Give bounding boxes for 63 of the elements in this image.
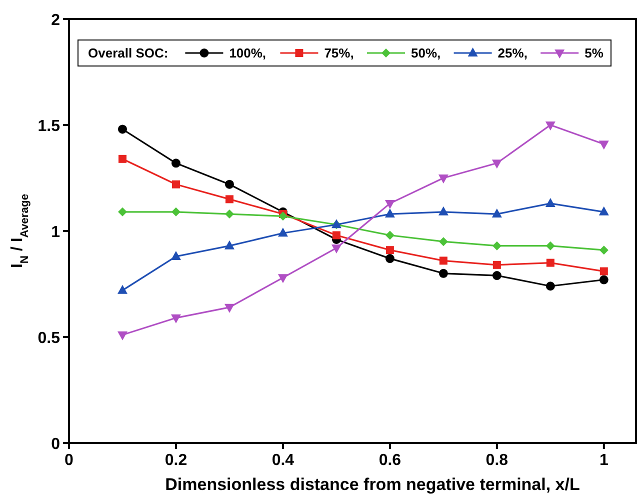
point [546, 258, 554, 267]
point [545, 122, 556, 130]
point [598, 206, 609, 216]
point [599, 246, 608, 255]
point [117, 331, 128, 340]
point [170, 250, 181, 260]
legend-label: 25%, [498, 46, 528, 60]
y-tick-label: 2 [51, 12, 60, 29]
point [118, 154, 126, 163]
point [439, 256, 448, 265]
point [492, 160, 502, 169]
x-tick-label: 0.4 [272, 452, 294, 469]
point [492, 241, 502, 250]
x-axis-title: Dimensionless distance from negative terminal, x/L [165, 475, 580, 494]
point [171, 158, 180, 168]
point [492, 271, 502, 280]
point [598, 140, 609, 150]
point [438, 206, 448, 216]
x-tick-label: 0.8 [486, 452, 508, 469]
legend-label: 50%, [411, 46, 441, 60]
y-tick-label: 0.5 [38, 330, 60, 347]
point [545, 198, 556, 207]
point [492, 260, 501, 269]
point [438, 237, 448, 246]
point [278, 274, 288, 284]
x-tick-label: 1 [599, 452, 608, 469]
point [331, 244, 342, 254]
point [386, 246, 394, 254]
point [224, 240, 234, 250]
point [224, 180, 234, 189]
y-tick-label: 1 [51, 224, 60, 241]
y-tick-label: 0 [51, 436, 60, 453]
point [384, 208, 395, 218]
legend-label: 5% [584, 46, 604, 60]
x-tick-label: 0.2 [164, 452, 188, 469]
point [546, 241, 555, 250]
point [172, 180, 180, 188]
legend-label: 75%, [324, 46, 354, 60]
point [278, 228, 288, 237]
point [385, 254, 394, 264]
point [384, 200, 395, 209]
point [278, 212, 288, 221]
point [546, 282, 555, 291]
point [170, 314, 181, 324]
point [224, 304, 234, 313]
point [599, 275, 608, 284]
point [438, 174, 448, 184]
point [385, 230, 394, 240]
point [117, 284, 128, 294]
point [600, 267, 608, 276]
point [225, 195, 234, 204]
y-tick-label: 1.5 [38, 118, 60, 135]
point [118, 124, 127, 134]
legend-label: 100%, [229, 46, 266, 60]
point [332, 231, 340, 240]
point [171, 207, 180, 216]
x-tick-label: 0 [64, 452, 74, 469]
point [438, 268, 448, 278]
point [492, 208, 502, 218]
legend-title: Overall SOC: [88, 46, 168, 60]
point [224, 210, 234, 219]
x-tick-label: 0.6 [378, 452, 402, 469]
point [118, 207, 127, 216]
